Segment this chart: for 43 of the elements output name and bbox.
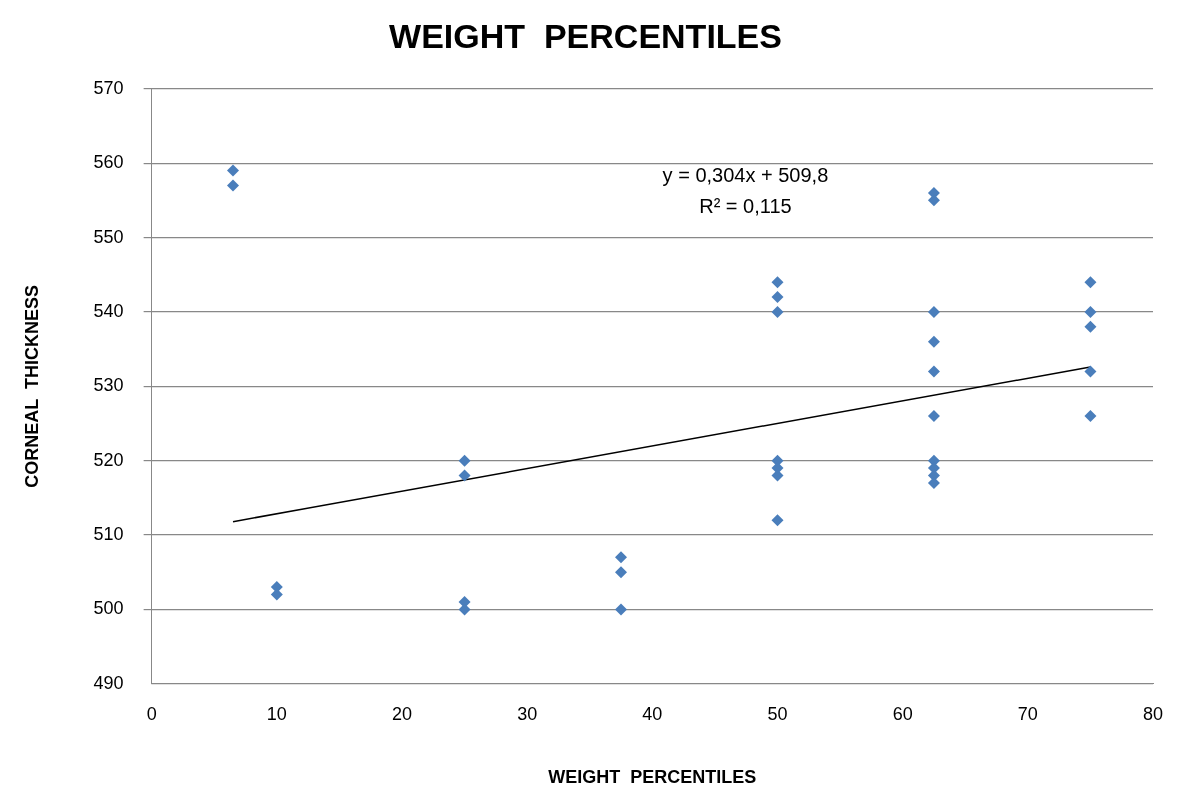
x-tick-label: 80	[1142, 703, 1164, 724]
point	[771, 291, 784, 304]
x-tick-label: 70	[1017, 703, 1038, 724]
point	[927, 305, 940, 318]
point	[771, 305, 784, 318]
point	[1084, 305, 1097, 318]
y-axis-title: CORNEAL THICKNESS	[21, 284, 42, 488]
point	[771, 276, 784, 289]
point	[615, 603, 628, 616]
point	[1084, 410, 1097, 423]
point	[458, 454, 471, 467]
y-tick-label: 500	[93, 598, 124, 619]
point	[1084, 276, 1097, 289]
x-tick-label: 40	[642, 703, 663, 724]
x-tick-label: 50	[767, 703, 788, 724]
point	[226, 179, 239, 192]
y-tick-label: 540	[93, 300, 124, 321]
x-tick-label: 30	[517, 703, 538, 724]
point	[1084, 320, 1097, 333]
point	[226, 164, 239, 177]
point	[927, 335, 940, 348]
point	[1084, 365, 1097, 378]
y-tick-label: 520	[93, 449, 124, 470]
y-tick-label: 560	[93, 152, 124, 173]
chart-title: WEIGHT PERCENTILES	[389, 16, 782, 55]
point	[927, 410, 940, 423]
x-tick-label: 20	[391, 703, 412, 724]
x-axis-title: WEIGHT PERCENTILES	[548, 767, 757, 788]
annotation: y = 0,304x + 509,8	[662, 164, 829, 187]
y-tick-label: 510	[93, 524, 124, 545]
x-tick-label: 60	[892, 703, 913, 724]
y-tick-label: 530	[93, 375, 124, 396]
point	[927, 365, 940, 378]
point	[771, 514, 784, 527]
annotation: R² = 0,115	[699, 195, 792, 218]
point	[615, 566, 628, 579]
point	[615, 551, 628, 564]
y-tick-label: 550	[93, 226, 124, 247]
x-tick-label: 0	[146, 703, 157, 724]
y-tick-label: 490	[93, 672, 124, 693]
y-tick-label: 570	[93, 77, 124, 98]
x-tick-label: 10	[266, 703, 287, 724]
point	[458, 469, 471, 482]
